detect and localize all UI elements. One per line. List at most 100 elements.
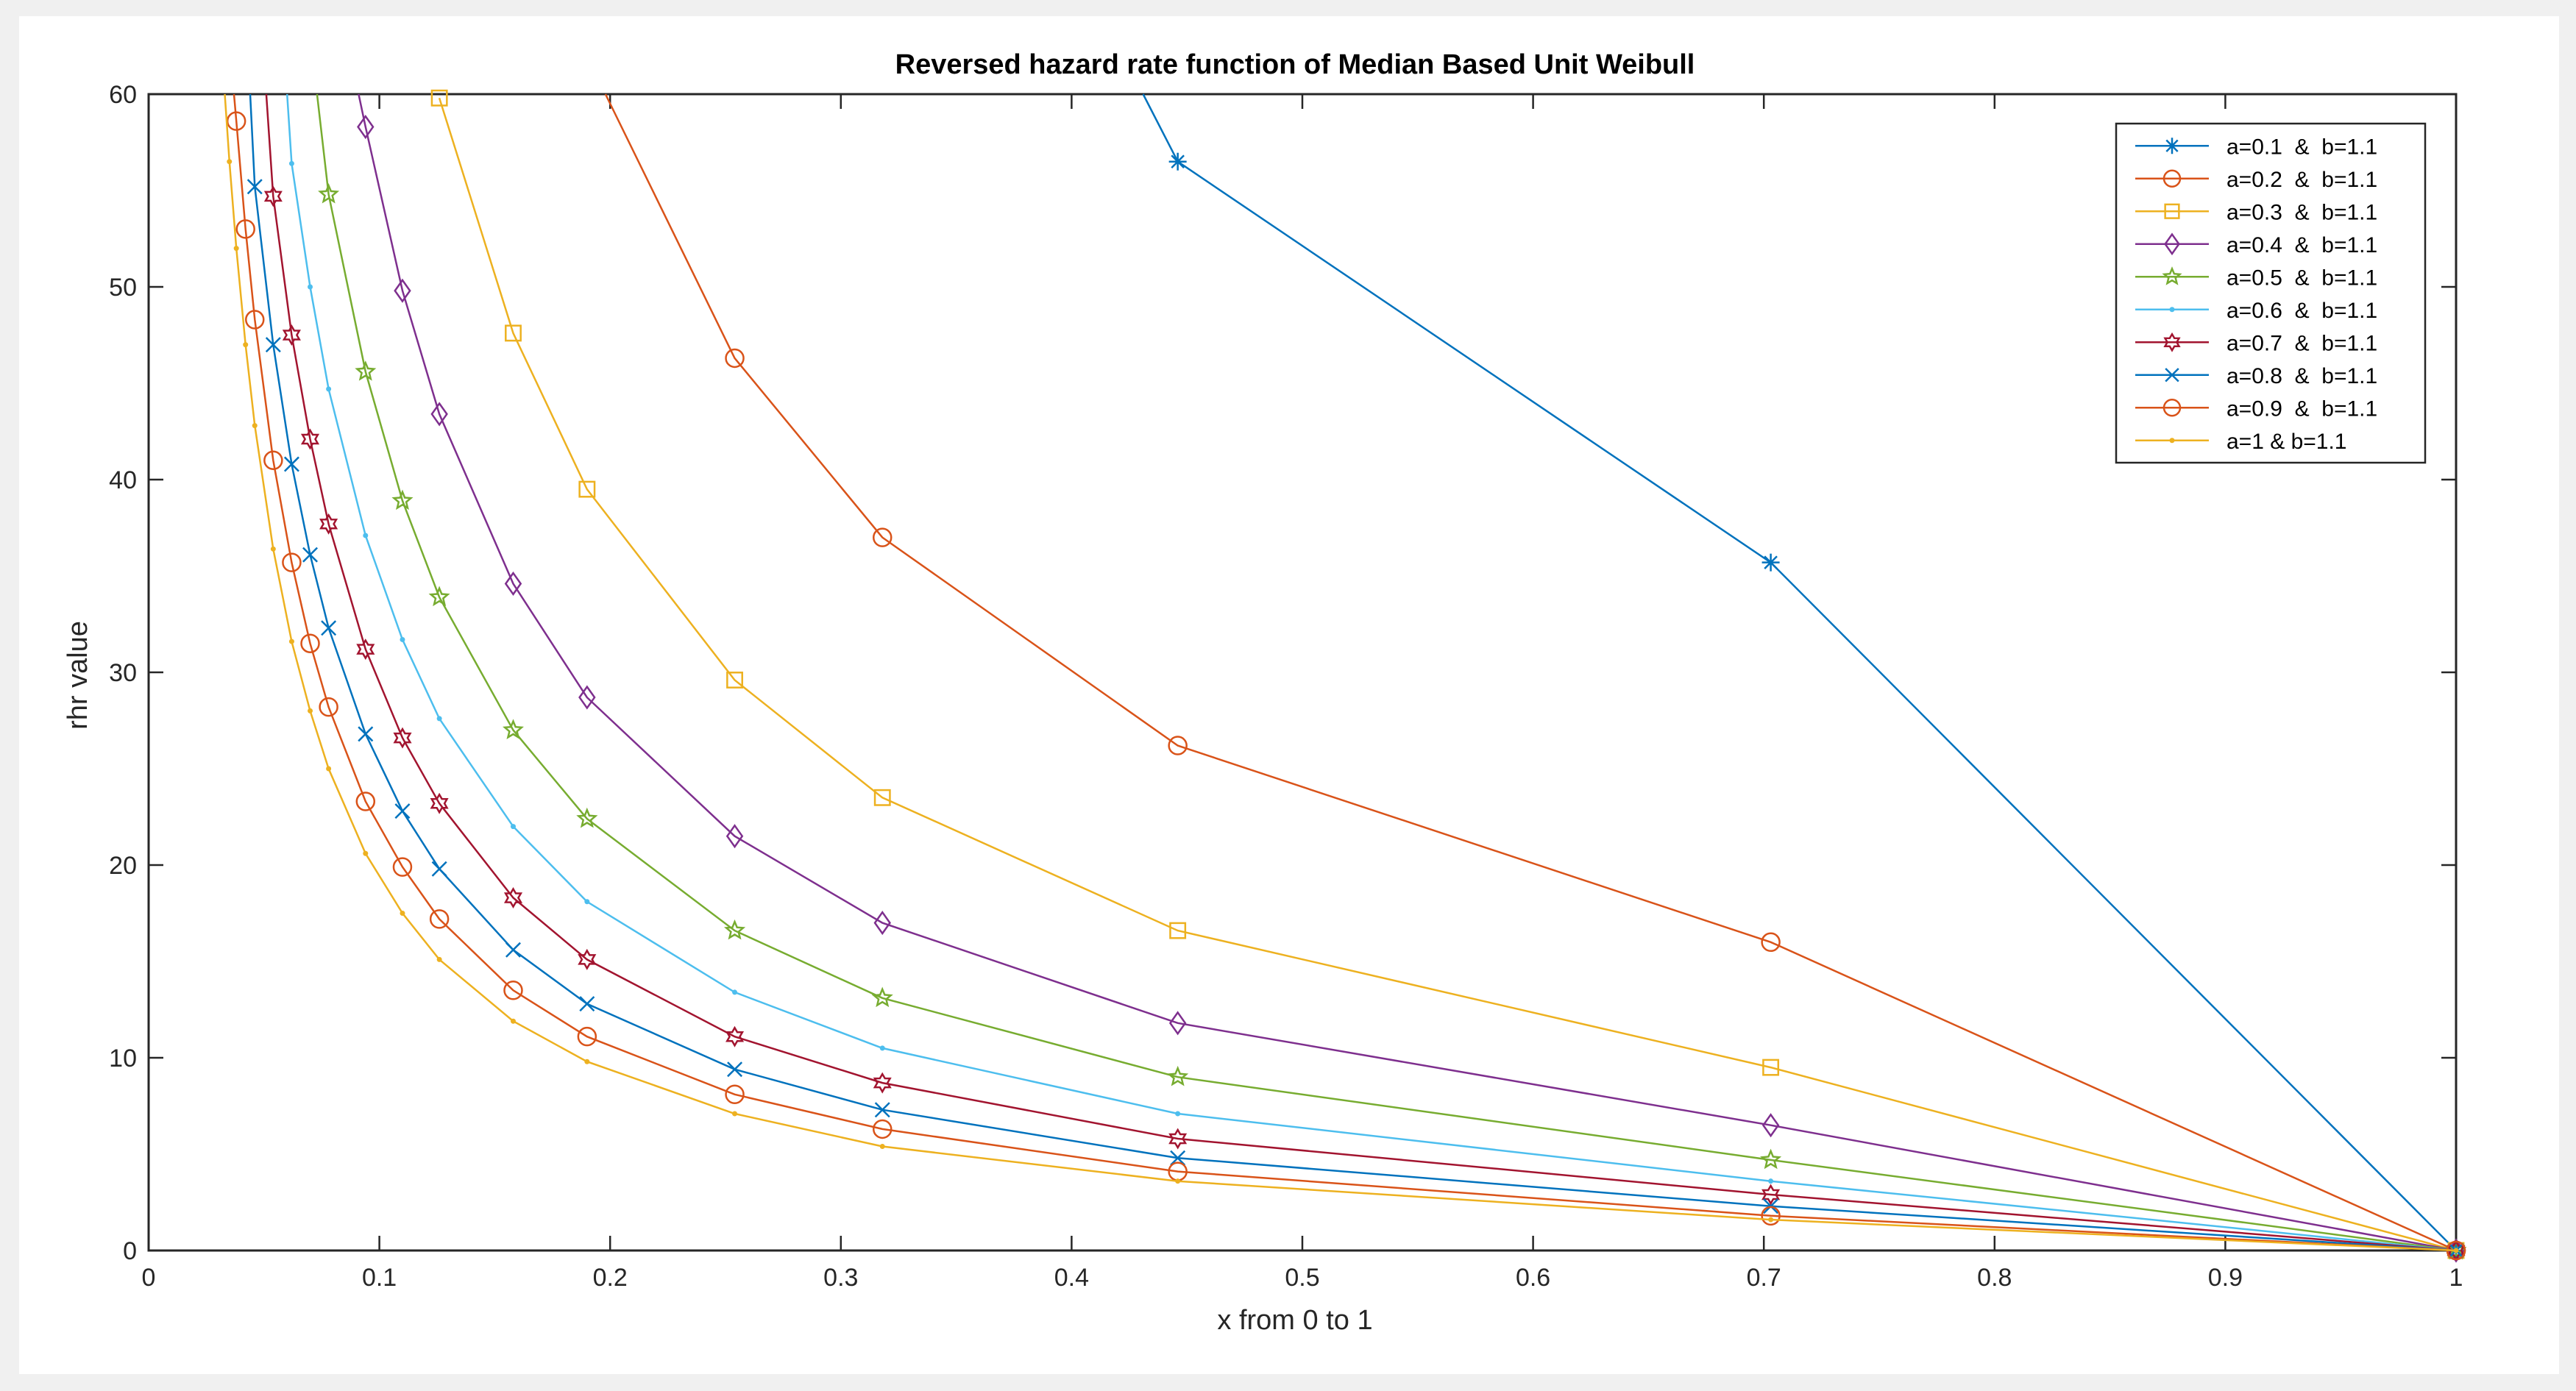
- data-point-marker: [874, 1102, 890, 1118]
- data-point-marker: [579, 996, 595, 1012]
- data-point-marker: [308, 708, 313, 714]
- data-point-marker: [732, 1111, 738, 1117]
- data-point-marker: [357, 114, 375, 140]
- data-point-marker: [505, 324, 522, 342]
- data-point-marker: [430, 792, 449, 814]
- data-point-marker: [1169, 922, 1187, 939]
- y-tick-label: 50: [109, 274, 137, 302]
- data-point-marker: [2162, 266, 2182, 285]
- legend-item: a=0.7 & b=1.1: [2135, 331, 2377, 355]
- data-point-marker: [270, 546, 276, 552]
- legend-label: a=1 & b=1.1: [2226, 430, 2346, 454]
- data-point-marker: [2164, 138, 2180, 154]
- data-point-marker: [872, 527, 893, 547]
- data-point-marker: [577, 1026, 597, 1047]
- data-point-marker: [318, 182, 340, 204]
- data-point-marker: [1760, 1148, 1782, 1170]
- y-tick-label: 20: [109, 852, 137, 880]
- data-point-marker: [1175, 1111, 1181, 1117]
- series-line: [1142, 93, 2457, 1251]
- data-point-marker: [871, 986, 893, 1008]
- data-point-marker: [1168, 736, 1188, 755]
- series-line: [358, 93, 2457, 1252]
- legend-label: a=0.8 & b=1.1: [2226, 364, 2377, 388]
- data-point-marker: [1761, 932, 1781, 953]
- data-point-marker: [723, 919, 746, 940]
- data-point-marker: [282, 324, 301, 346]
- data-point-marker: [2164, 203, 2180, 219]
- data-point-marker: [326, 766, 332, 772]
- data-point-marker: [2162, 169, 2182, 188]
- data-point-marker: [300, 428, 320, 450]
- legend-box: [2115, 122, 2427, 464]
- data-point-marker: [725, 1084, 745, 1105]
- data-point-marker: [1170, 1150, 1186, 1166]
- chart-title: Reversed hazard rate function of Median …: [895, 49, 1695, 80]
- data-point-marker: [300, 633, 320, 653]
- series-line: [249, 93, 2457, 1252]
- x-tick-label: 0.3: [823, 1264, 858, 1292]
- data-point-marker: [358, 726, 374, 742]
- data-point-marker: [2169, 307, 2175, 313]
- y-tick-label: 40: [109, 466, 137, 494]
- data-point-marker: [578, 685, 596, 710]
- data-point-marker: [391, 489, 414, 510]
- data-point-marker: [727, 1061, 743, 1078]
- data-point-marker: [584, 899, 590, 905]
- data-point-marker: [504, 571, 522, 597]
- data-point-marker: [282, 552, 302, 572]
- data-point-marker: [1768, 1217, 1774, 1223]
- data-point-marker: [1168, 1128, 1188, 1150]
- data-point-marker: [235, 219, 255, 239]
- legend-item: a=1 & b=1.1: [2135, 430, 2346, 454]
- y-axis-label: rhr value: [63, 621, 93, 730]
- x-tick-label: 0.8: [1977, 1264, 2012, 1292]
- legend-label: a=0.1 & b=1.1: [2226, 135, 2377, 159]
- series-4: [357, 93, 2465, 1263]
- data-point-marker: [400, 636, 405, 642]
- x-tick-label: 0.4: [1054, 1264, 1089, 1292]
- data-point-marker: [363, 850, 369, 856]
- series-layer: [224, 89, 2467, 1263]
- data-point-marker: [503, 981, 523, 1000]
- data-point-marker: [510, 1018, 516, 1024]
- data-point-marker: [879, 1144, 885, 1150]
- legend-item: a=0.1 & b=1.1: [2135, 135, 2377, 159]
- data-point-marker: [879, 1045, 885, 1051]
- series-line: [438, 97, 2457, 1252]
- data-point-marker: [326, 386, 332, 392]
- data-point-marker: [725, 348, 745, 369]
- data-point-marker: [1761, 1206, 1781, 1226]
- data-point-marker: [436, 956, 442, 962]
- x-tick-label: 0.6: [1516, 1264, 1550, 1292]
- data-point-marker: [245, 310, 265, 330]
- data-point-marker: [503, 887, 523, 908]
- series-7: [263, 93, 2466, 1262]
- legend-item: a=0.6 & b=1.1: [2135, 299, 2377, 323]
- data-point-marker: [431, 861, 447, 877]
- legend-item: a=0.8 & b=1.1: [2135, 364, 2377, 388]
- data-point-marker: [1761, 1184, 1781, 1206]
- data-point-marker: [430, 402, 448, 427]
- data-point-marker: [363, 533, 369, 538]
- data-point-marker: [356, 638, 375, 661]
- axis-ticks: 0 0.1 0.2 0.3 0.4 0.5 0.6 0.7 0.8 0.9 101020304050…: [109, 81, 2463, 1292]
- data-point-marker: [246, 179, 263, 195]
- data-point-marker: [283, 456, 299, 472]
- data-point-marker: [732, 989, 738, 995]
- data-point-marker: [319, 697, 338, 717]
- data-point-marker: [288, 638, 294, 644]
- series-line: [233, 93, 2457, 1252]
- plot-area: [147, 93, 2458, 1252]
- data-point-marker: [503, 719, 524, 739]
- legend-item: a=0.5 & b=1.1: [2135, 266, 2377, 290]
- legend-label: a=0.3 & b=1.1: [2226, 200, 2377, 224]
- data-point-marker: [355, 360, 377, 381]
- series-9: [226, 93, 2466, 1261]
- data-point-marker: [243, 342, 249, 348]
- legend-label: a=0.4 & b=1.1: [2226, 233, 2377, 257]
- data-point-marker: [321, 620, 337, 636]
- data-point-marker: [576, 807, 598, 828]
- legend-label: a=0.5 & b=1.1: [2226, 266, 2377, 290]
- data-point-marker: [873, 1072, 892, 1094]
